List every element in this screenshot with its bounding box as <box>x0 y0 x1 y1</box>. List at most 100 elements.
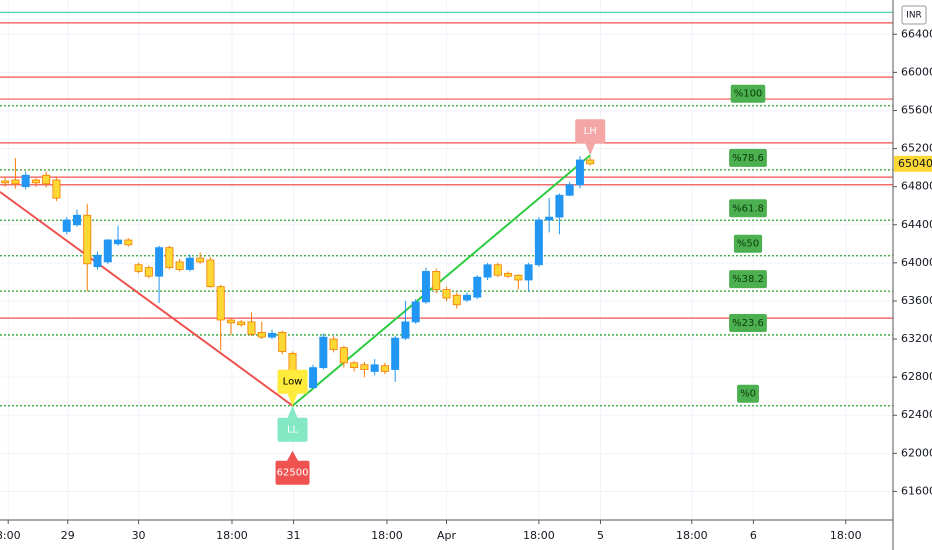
fib-label-text: %100 <box>734 89 763 100</box>
candle-body <box>421 271 430 303</box>
candle-body <box>370 364 379 372</box>
fib-label-text: %50 <box>737 239 759 250</box>
candle-body <box>237 321 246 326</box>
annotation-box <box>575 119 606 144</box>
candle-body <box>185 257 194 270</box>
candle-body <box>1 180 10 184</box>
fib-label: %50 <box>733 234 763 253</box>
last-price-box <box>894 155 932 172</box>
candle-body <box>350 362 359 369</box>
annotation-pointer <box>287 405 298 418</box>
candle-body <box>21 174 30 188</box>
candle-body <box>534 219 543 266</box>
fib-label-text: %23.6 <box>732 318 764 329</box>
x-tick-label: 18:00 <box>216 529 248 542</box>
x-tick-label: 6 <box>750 529 757 542</box>
annotation: Low <box>277 369 308 406</box>
candle-body <box>226 319 235 324</box>
annotation: LH <box>575 119 606 156</box>
candle-body <box>52 179 61 199</box>
annotation-pointer <box>287 393 298 406</box>
fib-label-text: %38.2 <box>732 274 764 285</box>
fib-label-box <box>729 313 767 332</box>
candle-body <box>257 331 266 338</box>
candle-body <box>411 301 420 323</box>
candle-body <box>124 239 133 246</box>
candle-body <box>175 261 184 270</box>
fib-label-text: %61.8 <box>732 203 764 214</box>
y-tick-label: 62400 <box>901 408 932 421</box>
y-tick-label: 62800 <box>901 370 932 383</box>
candle-body <box>319 336 328 369</box>
y-tick-label: 64000 <box>901 256 932 269</box>
candle-body <box>144 267 153 277</box>
annotation: LL <box>277 405 308 442</box>
fib-label-box <box>729 148 767 167</box>
candle-body <box>514 274 523 281</box>
annotation-text: Low <box>283 377 303 388</box>
candle-body <box>42 174 51 185</box>
candle-body <box>134 264 143 272</box>
x-tick-label: 30 <box>132 529 146 542</box>
candle-body <box>62 219 71 232</box>
candle-body <box>452 294 461 306</box>
candle-body <box>555 194 564 218</box>
x-tick-label: 18:00 <box>830 529 862 542</box>
candle-body <box>93 254 102 268</box>
candle-body <box>155 247 164 277</box>
x-tick-label: 8:00 <box>0 529 21 542</box>
candle-body <box>432 271 441 290</box>
candle-body <box>278 331 287 352</box>
candle-body <box>114 239 123 245</box>
fib-label: %38.2 <box>729 270 767 289</box>
candle-body <box>483 264 492 278</box>
candle-body <box>575 159 584 186</box>
fib-label-text: %0 <box>740 389 756 400</box>
annotation-box <box>277 417 308 442</box>
candle-body <box>206 259 215 288</box>
x-tick-label: 5 <box>597 529 604 542</box>
candle-body <box>463 294 472 301</box>
y-tick-label: 62000 <box>901 446 932 459</box>
candle-body <box>339 347 348 364</box>
candle-body <box>72 214 81 226</box>
candle-body <box>442 289 451 299</box>
annotation-pointer <box>585 143 596 156</box>
candle-body <box>216 286 225 321</box>
fib-label: %100 <box>730 84 766 103</box>
fib-label: %0 <box>737 384 759 403</box>
low-price-text: 62500 <box>277 468 309 479</box>
currency-box <box>901 5 927 25</box>
x-tick-label: Apr <box>437 529 457 542</box>
fib-label: %78.6 <box>729 148 767 167</box>
candle-body <box>329 338 338 350</box>
candle-body <box>391 337 400 370</box>
candle-body <box>473 276 482 298</box>
x-tick-label: 31 <box>287 529 301 542</box>
last-price-label: 65040 <box>898 157 932 170</box>
fib-label-text: %78.6 <box>732 153 764 164</box>
fib-label-box <box>730 84 766 103</box>
candle-body <box>380 365 389 372</box>
y-tick-label: 63600 <box>901 294 932 307</box>
trendline <box>0 191 294 407</box>
y-tick-label: 61600 <box>901 484 932 497</box>
candle-body <box>247 321 256 335</box>
annotation-text: LH <box>584 126 597 137</box>
x-tick-label: 18:00 <box>371 529 403 542</box>
y-tick-label: 66400 <box>901 27 932 40</box>
fib-label: %23.6 <box>729 313 767 332</box>
fib-label: %61.8 <box>729 199 767 218</box>
candle-body <box>31 179 40 184</box>
candle-body <box>83 214 92 265</box>
candle-body <box>11 179 20 185</box>
annotation-text: LL <box>287 425 299 436</box>
y-tick-label: 64400 <box>901 218 932 231</box>
fib-label-box <box>729 199 767 218</box>
candle-body <box>309 367 318 389</box>
y-tick-label: 64800 <box>901 180 932 193</box>
low-price-box <box>275 460 310 485</box>
candle-body <box>524 264 533 281</box>
x-tick-label: 18:00 <box>523 529 555 542</box>
